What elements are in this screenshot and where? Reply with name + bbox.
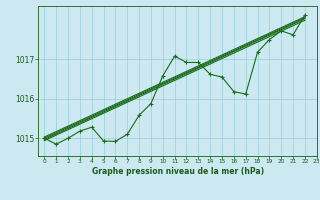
X-axis label: Graphe pression niveau de la mer (hPa): Graphe pression niveau de la mer (hPa) [92,167,264,176]
